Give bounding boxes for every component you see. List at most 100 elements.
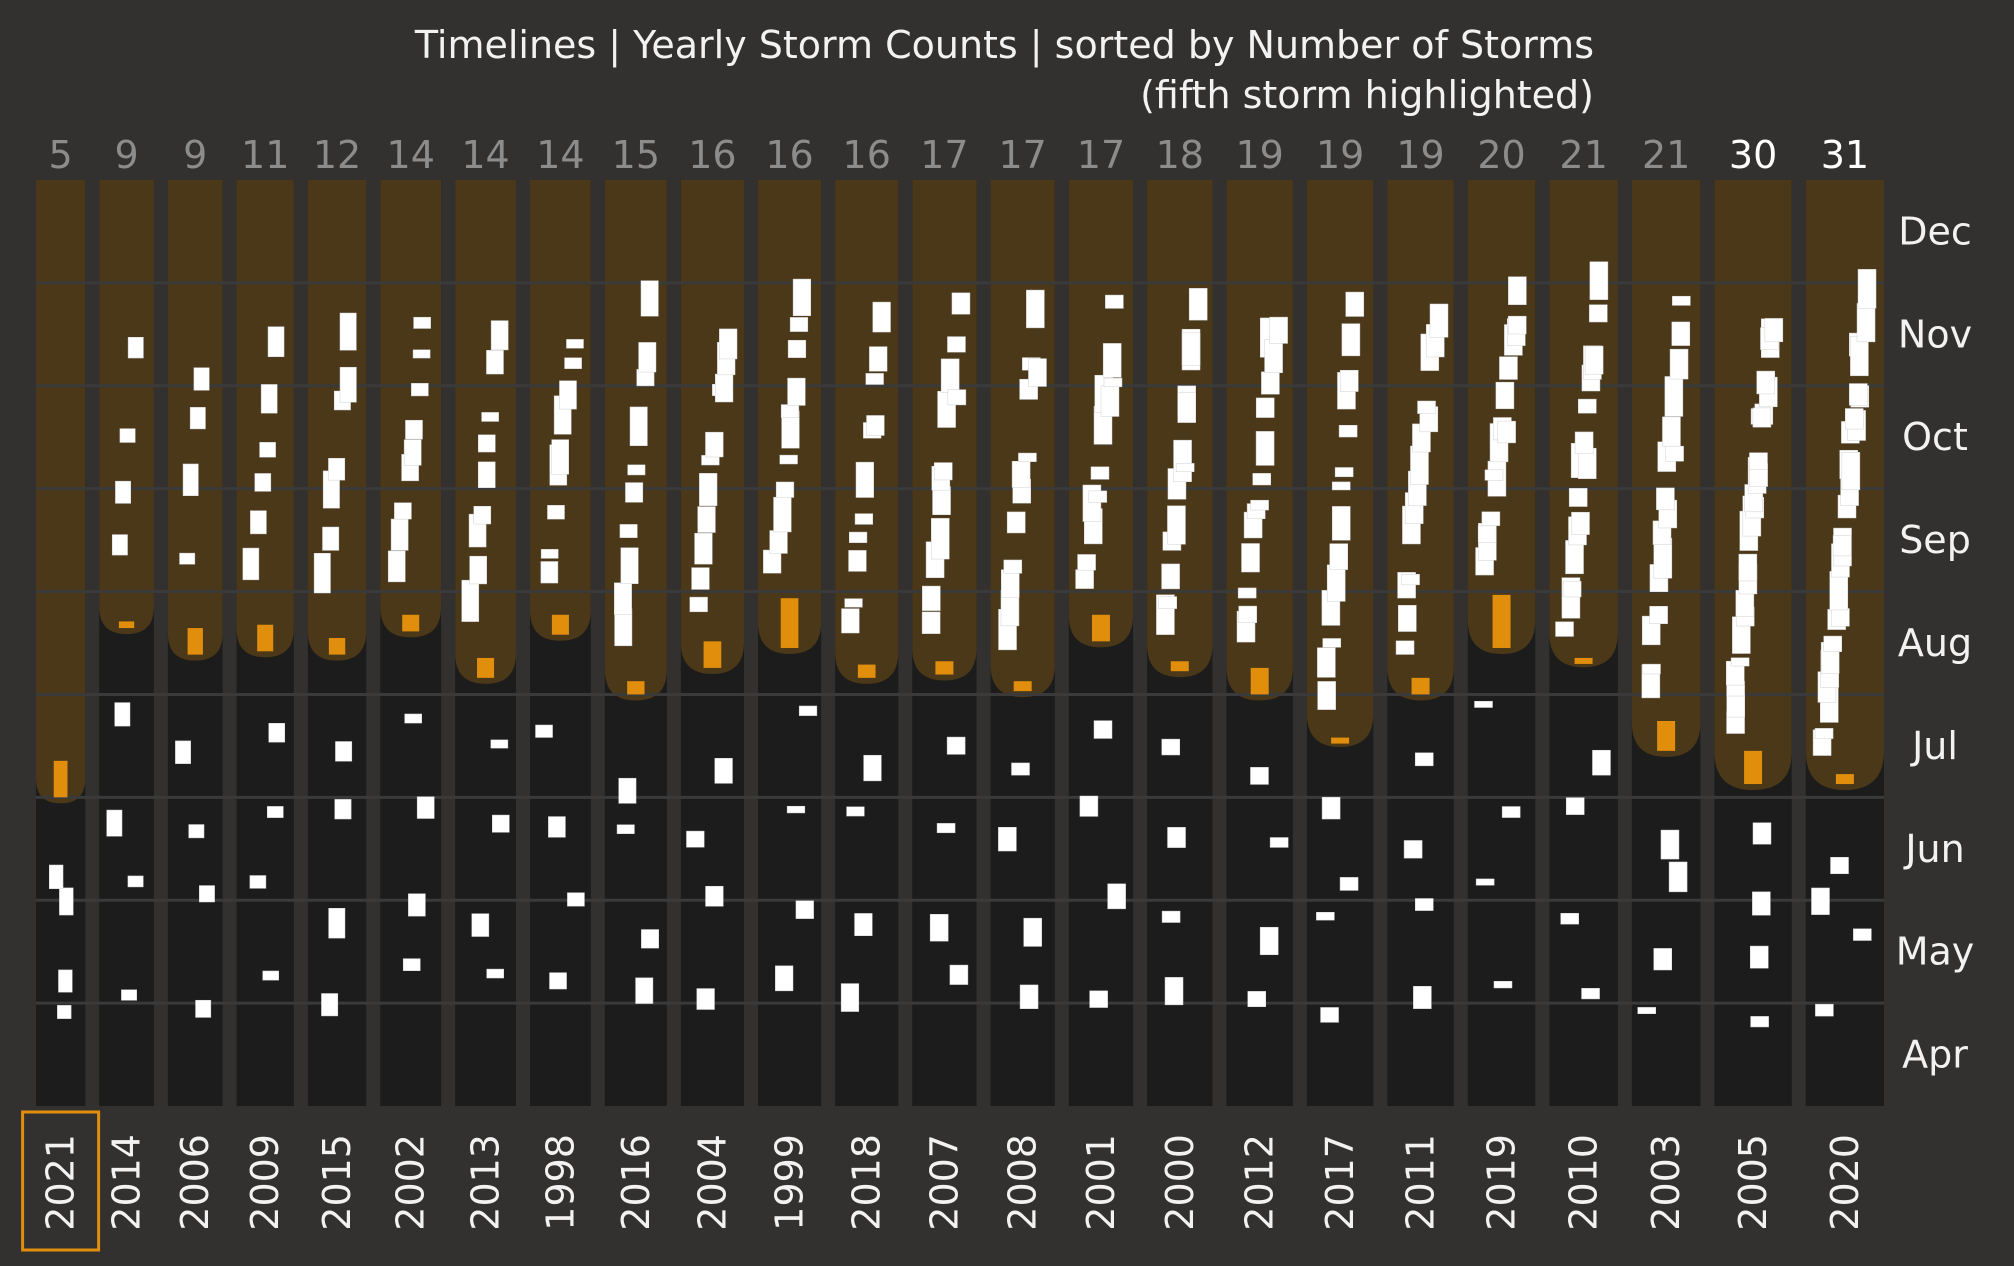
- storm-2007-4: [946, 736, 966, 755]
- year-label-2015: 2015: [315, 1134, 359, 1231]
- chart-title: Timelines | Yearly Storm Counts | sorted…: [414, 23, 1594, 68]
- storm-2006-1: [195, 999, 212, 1018]
- storm-2007-9: [931, 518, 950, 560]
- storm-2013-9: [473, 506, 492, 525]
- storm-2016-2: [641, 929, 659, 949]
- after-fifth-area-2010: [1549, 180, 1618, 668]
- storm-2018-16: [872, 301, 891, 333]
- storm-2016-9: [619, 524, 638, 538]
- storm-1999-9: [775, 481, 795, 498]
- storm-2013-6: [461, 579, 480, 622]
- count-label-2004: 16: [688, 133, 736, 177]
- storm-2013-3: [492, 814, 510, 833]
- storm-2015-11: [339, 366, 357, 403]
- fifth-storm-2012: [1250, 667, 1269, 695]
- fifth-storm-2001: [1091, 614, 1110, 642]
- year-label-2000: 2000: [1158, 1134, 1202, 1231]
- storm-2012-7: [1238, 605, 1257, 623]
- storm-1998-10: [551, 439, 569, 475]
- year-label-2014: 2014: [105, 1134, 149, 1231]
- storm-2005-2: [1749, 945, 1769, 969]
- storm-2006-2: [199, 885, 215, 903]
- storm-2003-18: [1664, 376, 1684, 417]
- storm-2015-12: [339, 312, 357, 351]
- fifth-storm-2020: [1835, 774, 1854, 785]
- storm-2000-18: [1188, 288, 1208, 321]
- storm-2003-1: [1637, 1007, 1656, 1014]
- storm-2017-13: [1331, 481, 1351, 491]
- storm-2004-1: [696, 988, 715, 1010]
- storm-2012-19: [1269, 316, 1288, 344]
- year-label-2016: 2016: [614, 1134, 658, 1231]
- storm-2016-15: [640, 280, 659, 317]
- year-label-2004: 2004: [690, 1134, 734, 1231]
- storm-2013-14: [490, 320, 509, 351]
- storm-2019-11: [1484, 469, 1504, 481]
- storm-2014-8: [119, 428, 136, 443]
- storm-1999-14: [787, 339, 807, 358]
- storm-1999-16: [792, 278, 812, 317]
- storm-2005-13: [1735, 590, 1755, 617]
- year-label-2021: 2021: [39, 1134, 83, 1231]
- fifth-storm-2018: [857, 664, 876, 678]
- storm-2002-2: [408, 893, 426, 917]
- storm-2013-4: [490, 739, 509, 749]
- storm-2017-15: [1338, 425, 1358, 438]
- after-fifth-area-2021: [36, 180, 86, 804]
- storm-2011-7: [1398, 605, 1417, 632]
- storm-2020-2: [1853, 928, 1872, 941]
- year-label-2012: 2012: [1238, 1134, 1282, 1231]
- storm-2004-10: [699, 473, 718, 506]
- after-fifth-area-2014: [99, 180, 154, 635]
- storm-2003-2: [1653, 948, 1672, 971]
- fifth-storm-2011: [1411, 677, 1430, 695]
- storm-2005-27: [1756, 370, 1776, 395]
- storm-2019-14: [1497, 420, 1516, 444]
- storm-2010-4: [1592, 749, 1611, 776]
- count-label-2015: 12: [313, 133, 361, 177]
- year-label-2019: 2019: [1480, 1134, 1524, 1231]
- count-label-2008: 17: [999, 133, 1047, 177]
- storm-2011-2: [1415, 898, 1434, 911]
- storm-2018-9: [848, 531, 868, 543]
- storm-2009-6: [242, 547, 260, 581]
- storm-2002-10: [403, 439, 422, 466]
- month-label-dec: Dec: [1898, 209, 1972, 253]
- storm-2018-7: [844, 598, 863, 608]
- storm-2009-10: [260, 384, 278, 414]
- storm-2018-3: [846, 806, 865, 817]
- storm-2001-16: [1102, 343, 1122, 378]
- storm-2020-3: [1811, 887, 1830, 915]
- chart-subtitle: (fifth storm highlighted): [1140, 73, 1594, 117]
- fifth-storm-2016: [627, 681, 645, 695]
- storm-2011-3: [1403, 840, 1423, 859]
- storm-2014-9: [127, 336, 144, 359]
- storm-2004-9: [697, 506, 716, 533]
- storm-1998-12: [559, 380, 577, 410]
- storm-2019-15: [1495, 381, 1515, 410]
- storm-2005-22: [1749, 452, 1768, 470]
- count-label-2012: 19: [1235, 133, 1283, 177]
- storm-2011-9: [1401, 574, 1420, 586]
- year-label-2003: 2003: [1644, 1134, 1688, 1231]
- storm-2009-3: [267, 806, 284, 818]
- fifth-storm-2009: [257, 624, 274, 652]
- storm-2020-27: [1849, 383, 1868, 406]
- storm-2000-10: [1167, 505, 1186, 545]
- storm-2007-17: [951, 292, 971, 315]
- storm-2009-4: [268, 723, 286, 743]
- storm-1999-3: [786, 805, 806, 814]
- storm-2002-1: [402, 958, 421, 971]
- month-tick-labels: Apr May Jun Jul Aug Sep Oct Nov Dec: [1896, 209, 1975, 1076]
- storm-2020-30: [1856, 303, 1876, 343]
- storm-2018-6: [841, 608, 860, 634]
- year-label-2008: 2008: [1001, 1134, 1045, 1231]
- storm-1999-10: [779, 454, 798, 465]
- storm-2005-25: [1752, 407, 1772, 428]
- storm-2004-3: [686, 830, 705, 848]
- storm-2000-2: [1161, 910, 1181, 923]
- storm-1998-8: [547, 505, 565, 520]
- storm-2015-6: [313, 552, 331, 594]
- storm-2010-1: [1581, 988, 1600, 1000]
- count-label-2017: 19: [1316, 133, 1364, 177]
